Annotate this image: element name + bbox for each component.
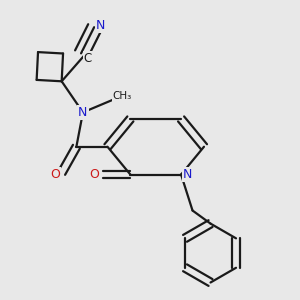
Text: N: N [96,19,106,32]
Text: C: C [84,52,92,65]
Text: O: O [89,168,99,181]
Text: N: N [78,106,88,119]
Text: CH₃: CH₃ [112,91,132,101]
Text: N: N [183,168,192,181]
Text: O: O [50,168,60,181]
